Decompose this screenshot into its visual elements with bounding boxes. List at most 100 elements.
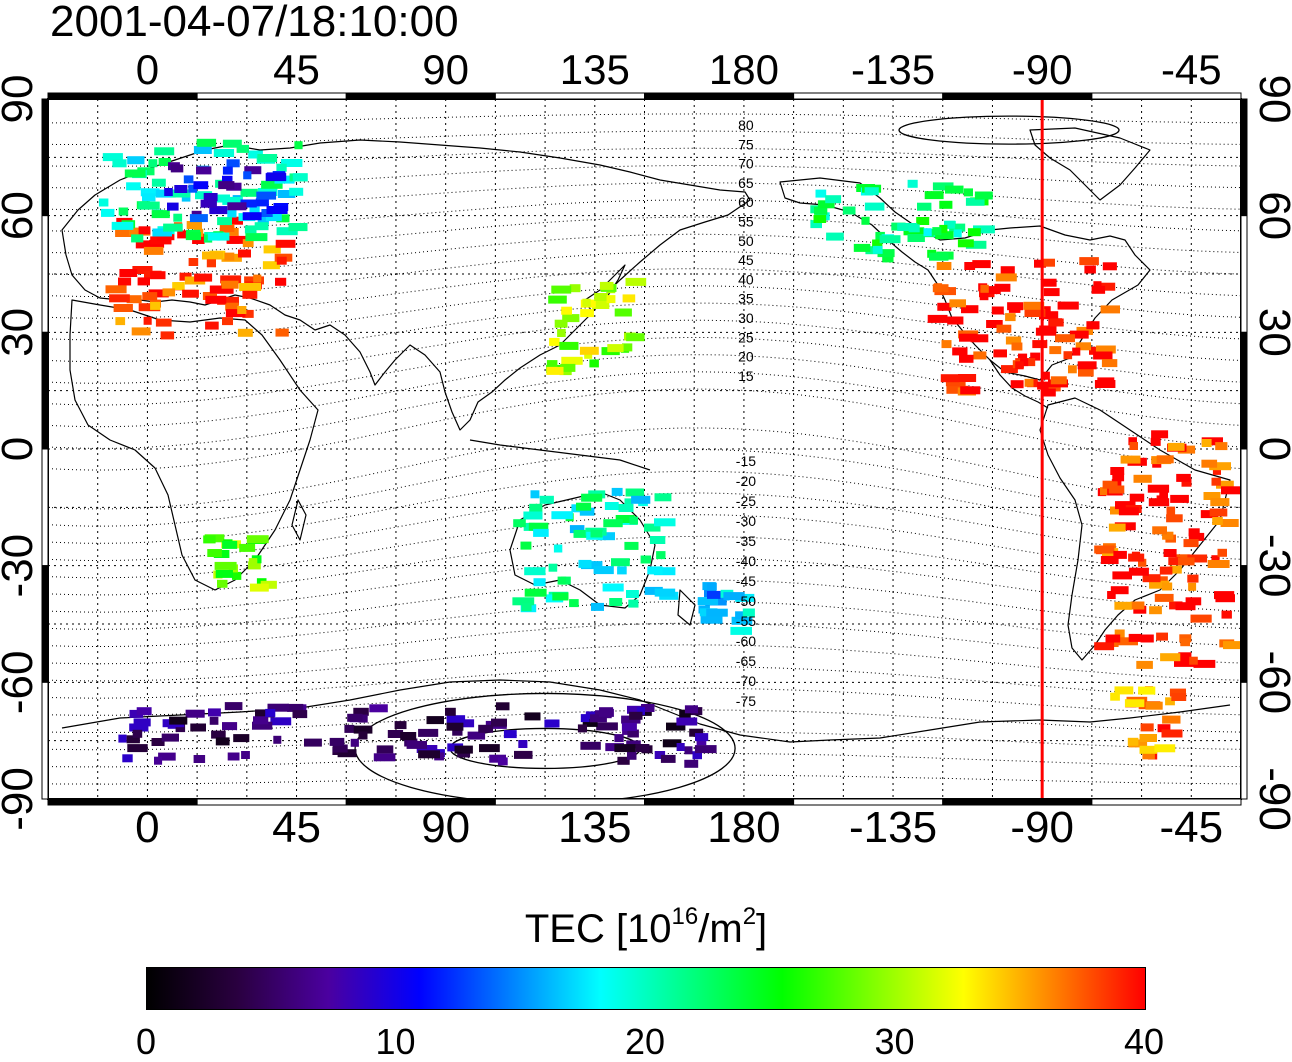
- plot-title: 2001-04-07/18:10:00: [50, 0, 459, 46]
- tec-cell: [347, 713, 363, 722]
- tec-cell: [446, 715, 466, 724]
- colorbar-tick-label: 40: [1123, 1021, 1165, 1062]
- tec-cell: [1162, 531, 1174, 540]
- tec-cell: [604, 502, 619, 510]
- lon-tick-bottom: -135: [849, 803, 937, 852]
- tec-cell: [236, 144, 249, 153]
- tec-cell: [569, 284, 581, 293]
- tec-cell: [1201, 437, 1223, 446]
- tec-cell: [418, 728, 439, 737]
- tec-cell: [154, 756, 163, 765]
- tec-cell: [1180, 638, 1190, 647]
- tec-cell: [617, 566, 627, 575]
- lat-tick-left: 90: [0, 75, 42, 124]
- tec-cell: [591, 602, 604, 611]
- contour-label: 35: [738, 291, 754, 307]
- tec-cell: [1183, 539, 1199, 548]
- tec-cell: [1089, 346, 1103, 355]
- tec-cell: [131, 234, 144, 243]
- tec-cell: [1159, 566, 1173, 575]
- tec-cell: [105, 285, 127, 294]
- tec-cell: [1108, 523, 1126, 532]
- tec-cell: [277, 190, 296, 198]
- tec-cell: [700, 615, 723, 624]
- tec-cell: [217, 296, 239, 305]
- tec-cell: [927, 314, 948, 323]
- tec-cell: [599, 281, 614, 290]
- tec-cell: [1114, 686, 1134, 695]
- tec-cell: [1114, 601, 1132, 610]
- tec-cell: [660, 754, 676, 763]
- tec-cell: [731, 616, 753, 625]
- tec-cell: [1124, 699, 1145, 708]
- tec-cell: [122, 754, 133, 763]
- tec-cell: [882, 254, 894, 263]
- lat-tick-left: -90: [0, 767, 42, 831]
- tec-cell: [1128, 633, 1142, 642]
- tec-cell: [548, 563, 558, 572]
- tec-cell: [615, 515, 635, 523]
- lon-tick-top: -45: [1161, 46, 1222, 93]
- tec-cell: [965, 197, 985, 206]
- tec-cell: [548, 295, 567, 304]
- tec-cell: [1010, 380, 1024, 389]
- tec-cell: [959, 354, 974, 363]
- tec-cell: [253, 716, 269, 725]
- tec-cell: [126, 295, 142, 304]
- tec-cell: [649, 536, 666, 544]
- tec-cell: [276, 163, 287, 172]
- tec-cell: [1110, 467, 1125, 475]
- tec-cell: [491, 718, 507, 727]
- tec-cell: [275, 239, 296, 248]
- tec-cell: [1042, 388, 1056, 397]
- contour-line: [48, 113, 1241, 124]
- tec-cell: [1105, 634, 1121, 643]
- tec-cell: [1041, 371, 1050, 380]
- tec-cell: [353, 707, 369, 716]
- tec-cell: [489, 754, 506, 763]
- tec-cell: [154, 147, 175, 156]
- tec-cell: [1000, 266, 1015, 275]
- lat-tick-left: 60: [0, 191, 42, 240]
- tec-cell: [1112, 473, 1125, 482]
- tec-cell: [963, 188, 973, 197]
- tec-cell: [164, 188, 173, 196]
- tec-cell: [1095, 345, 1116, 354]
- tec-cell: [172, 282, 185, 291]
- tec-cell: [136, 707, 152, 716]
- coast-africa: [69, 299, 319, 591]
- tec-cell: [255, 709, 275, 718]
- tec-cell: [151, 178, 166, 187]
- tec-cell: [1163, 549, 1177, 557]
- contour-label: -15: [736, 453, 756, 469]
- tec-cell: [215, 737, 230, 746]
- tec-cell: [1140, 723, 1154, 732]
- tec-cell: [1011, 342, 1023, 351]
- tec-cell: [292, 710, 308, 719]
- tec-cell: [1093, 281, 1102, 290]
- tec-cell: [1101, 359, 1118, 368]
- tec-cell: [994, 283, 1011, 292]
- tec-cell: [552, 592, 569, 601]
- frame-bar: [1091, 92, 1242, 100]
- contour-label: 55: [738, 214, 754, 230]
- tec-cell: [1110, 586, 1129, 595]
- tec-cell: [239, 283, 261, 291]
- contour-label: 45: [738, 252, 754, 268]
- tec-cell: [636, 707, 645, 716]
- tec-cell: [119, 269, 138, 277]
- tec-cell: [629, 516, 638, 525]
- tec-cell: [257, 154, 278, 162]
- tec-cell: [653, 567, 676, 576]
- tec-cell: [520, 541, 532, 550]
- tec-cell: [1221, 610, 1232, 619]
- tec-cell: [246, 535, 269, 544]
- frame-bar: [41, 98, 49, 217]
- frame-bar: [1240, 681, 1248, 800]
- tec-cell: [227, 752, 240, 761]
- tec-cell: [1023, 301, 1045, 310]
- tec-cell: [1162, 582, 1173, 591]
- tec-cell: [497, 757, 508, 766]
- colorbar-label-unit: /m: [698, 907, 743, 951]
- tec-cell: [1133, 474, 1152, 483]
